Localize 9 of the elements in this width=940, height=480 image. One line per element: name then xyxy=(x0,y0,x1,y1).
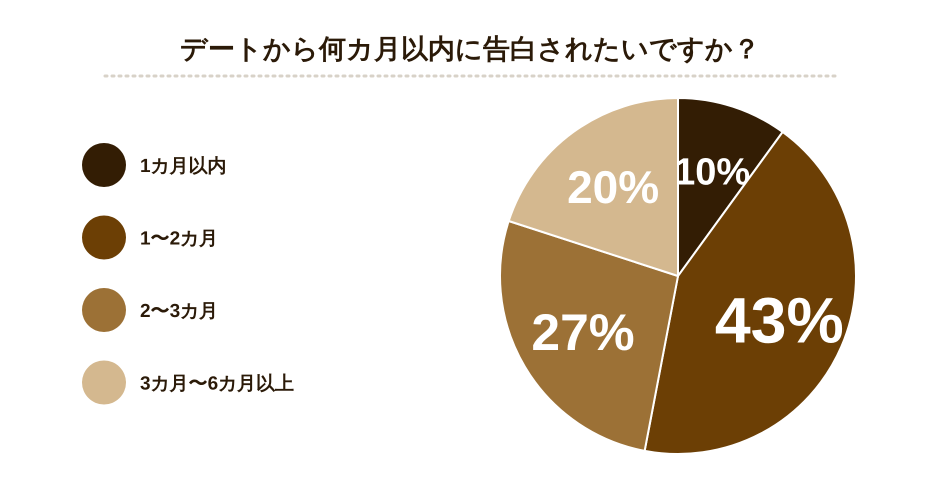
data-label: 10% xyxy=(674,151,750,194)
legend-label: 1カ月以内 xyxy=(140,155,227,177)
chart-title: デートから何カ月以内に告白されたいですか？ xyxy=(180,34,760,64)
data-label: 20% xyxy=(567,160,660,213)
data-label: 43% xyxy=(714,284,844,356)
data-label: 27% xyxy=(531,303,635,362)
legend-label: 2〜3カ月 xyxy=(140,301,218,322)
legend-label: 1〜2カ月 xyxy=(140,228,218,250)
legend-label: 3カ月〜6カ月以上 xyxy=(140,372,294,394)
